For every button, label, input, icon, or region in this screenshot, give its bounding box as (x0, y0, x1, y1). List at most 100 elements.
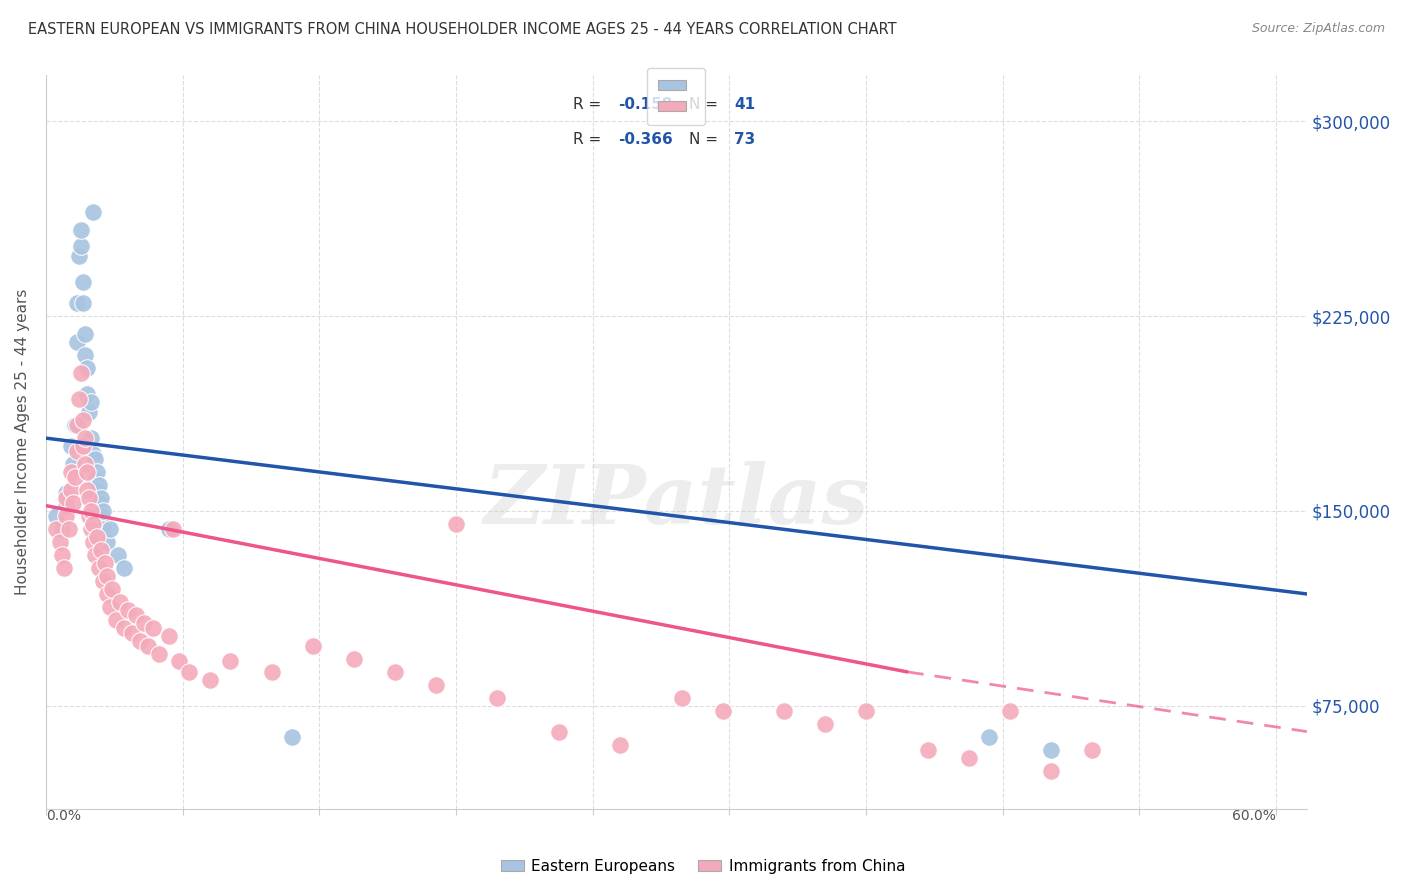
Point (69, 239, 91, 253)
Point (67, 392, 90, 407)
Point (125, 607, 148, 622)
Legend: Eastern Europeans, Immigrants from China: Eastern Europeans, Immigrants from China (495, 853, 911, 880)
Point (77, 509, 100, 524)
Point (112, 621, 135, 635)
Point (66, 296, 89, 310)
Point (98, 522, 121, 536)
Point (58, 522, 80, 536)
Point (148, 647, 170, 661)
Text: 73: 73 (734, 132, 755, 147)
Point (59, 439, 82, 453)
Point (82, 535, 104, 549)
Point (98, 599, 121, 614)
Point (134, 615, 156, 630)
Point (73, 457, 96, 471)
Point (104, 613, 127, 627)
Point (179, 665, 201, 679)
Point (62, 496, 84, 510)
Point (814, 716, 837, 731)
Point (1080, 743, 1102, 757)
Point (486, 690, 509, 705)
Point (121, 626, 143, 640)
Point (77, 405, 100, 419)
Point (957, 750, 980, 764)
Point (69, 223, 91, 237)
Point (66, 444, 89, 458)
Point (66, 334, 89, 349)
Point (86, 530, 108, 544)
Point (62, 457, 84, 471)
Point (72, 439, 94, 453)
Point (67, 249, 90, 263)
Point (100, 582, 122, 596)
Text: ZIPatlas: ZIPatlas (484, 461, 869, 541)
Point (89, 561, 111, 575)
Text: -0.366: -0.366 (619, 132, 673, 147)
Text: N =: N = (689, 132, 723, 147)
Point (73, 348, 96, 362)
Point (96, 535, 118, 549)
Point (711, 704, 734, 718)
Point (281, 730, 304, 744)
Text: Source: ZipAtlas.com: Source: ZipAtlas.com (1251, 22, 1385, 36)
Point (301, 639, 323, 653)
Point (157, 522, 180, 536)
Point (76, 361, 98, 376)
Point (51, 522, 73, 536)
Point (73, 431, 96, 445)
Text: R =: R = (574, 96, 606, 112)
Point (63, 418, 86, 433)
Point (671, 690, 693, 705)
Point (94, 556, 117, 570)
Point (138, 639, 160, 653)
Legend: , : , (647, 68, 706, 125)
Point (117, 602, 139, 616)
Point (93, 504, 115, 518)
Point (80, 522, 103, 536)
Point (1039, 743, 1062, 757)
Point (53, 561, 76, 575)
Point (82, 516, 104, 531)
Point (977, 730, 1000, 744)
Point (55, 491, 77, 505)
Point (55, 485, 77, 500)
Point (84, 451, 107, 466)
Point (80, 394, 103, 409)
Text: -0.158: -0.158 (619, 96, 673, 112)
Point (72, 413, 94, 427)
Point (107, 548, 129, 562)
Point (142, 621, 165, 635)
Point (1039, 764, 1062, 778)
Point (76, 465, 98, 479)
Point (129, 633, 152, 648)
Point (89, 478, 111, 492)
Point (86, 465, 108, 479)
Point (77, 491, 100, 505)
Point (45, 522, 67, 536)
Point (342, 652, 364, 666)
Point (80, 431, 103, 445)
Point (157, 628, 180, 642)
Point (84, 548, 107, 562)
Point (917, 743, 939, 757)
Point (76, 387, 98, 401)
Point (167, 655, 190, 669)
Point (72, 296, 94, 310)
Point (63, 470, 86, 484)
Point (219, 655, 242, 669)
Point (260, 665, 283, 679)
Point (49, 535, 72, 549)
Point (73, 327, 96, 342)
Point (82, 447, 104, 461)
Text: EASTERN EUROPEAN VS IMMIGRANTS FROM CHINA HOUSEHOLDER INCOME AGES 25 - 44 YEARS : EASTERN EUROPEAN VS IMMIGRANTS FROM CHIN… (28, 22, 897, 37)
Point (425, 678, 447, 692)
Point (66, 418, 89, 433)
Point (45, 509, 67, 524)
Point (72, 276, 94, 290)
Point (998, 704, 1021, 718)
Point (51, 548, 73, 562)
Point (59, 465, 82, 479)
Point (82, 205, 104, 219)
Point (55, 509, 77, 524)
Point (90, 542, 112, 557)
